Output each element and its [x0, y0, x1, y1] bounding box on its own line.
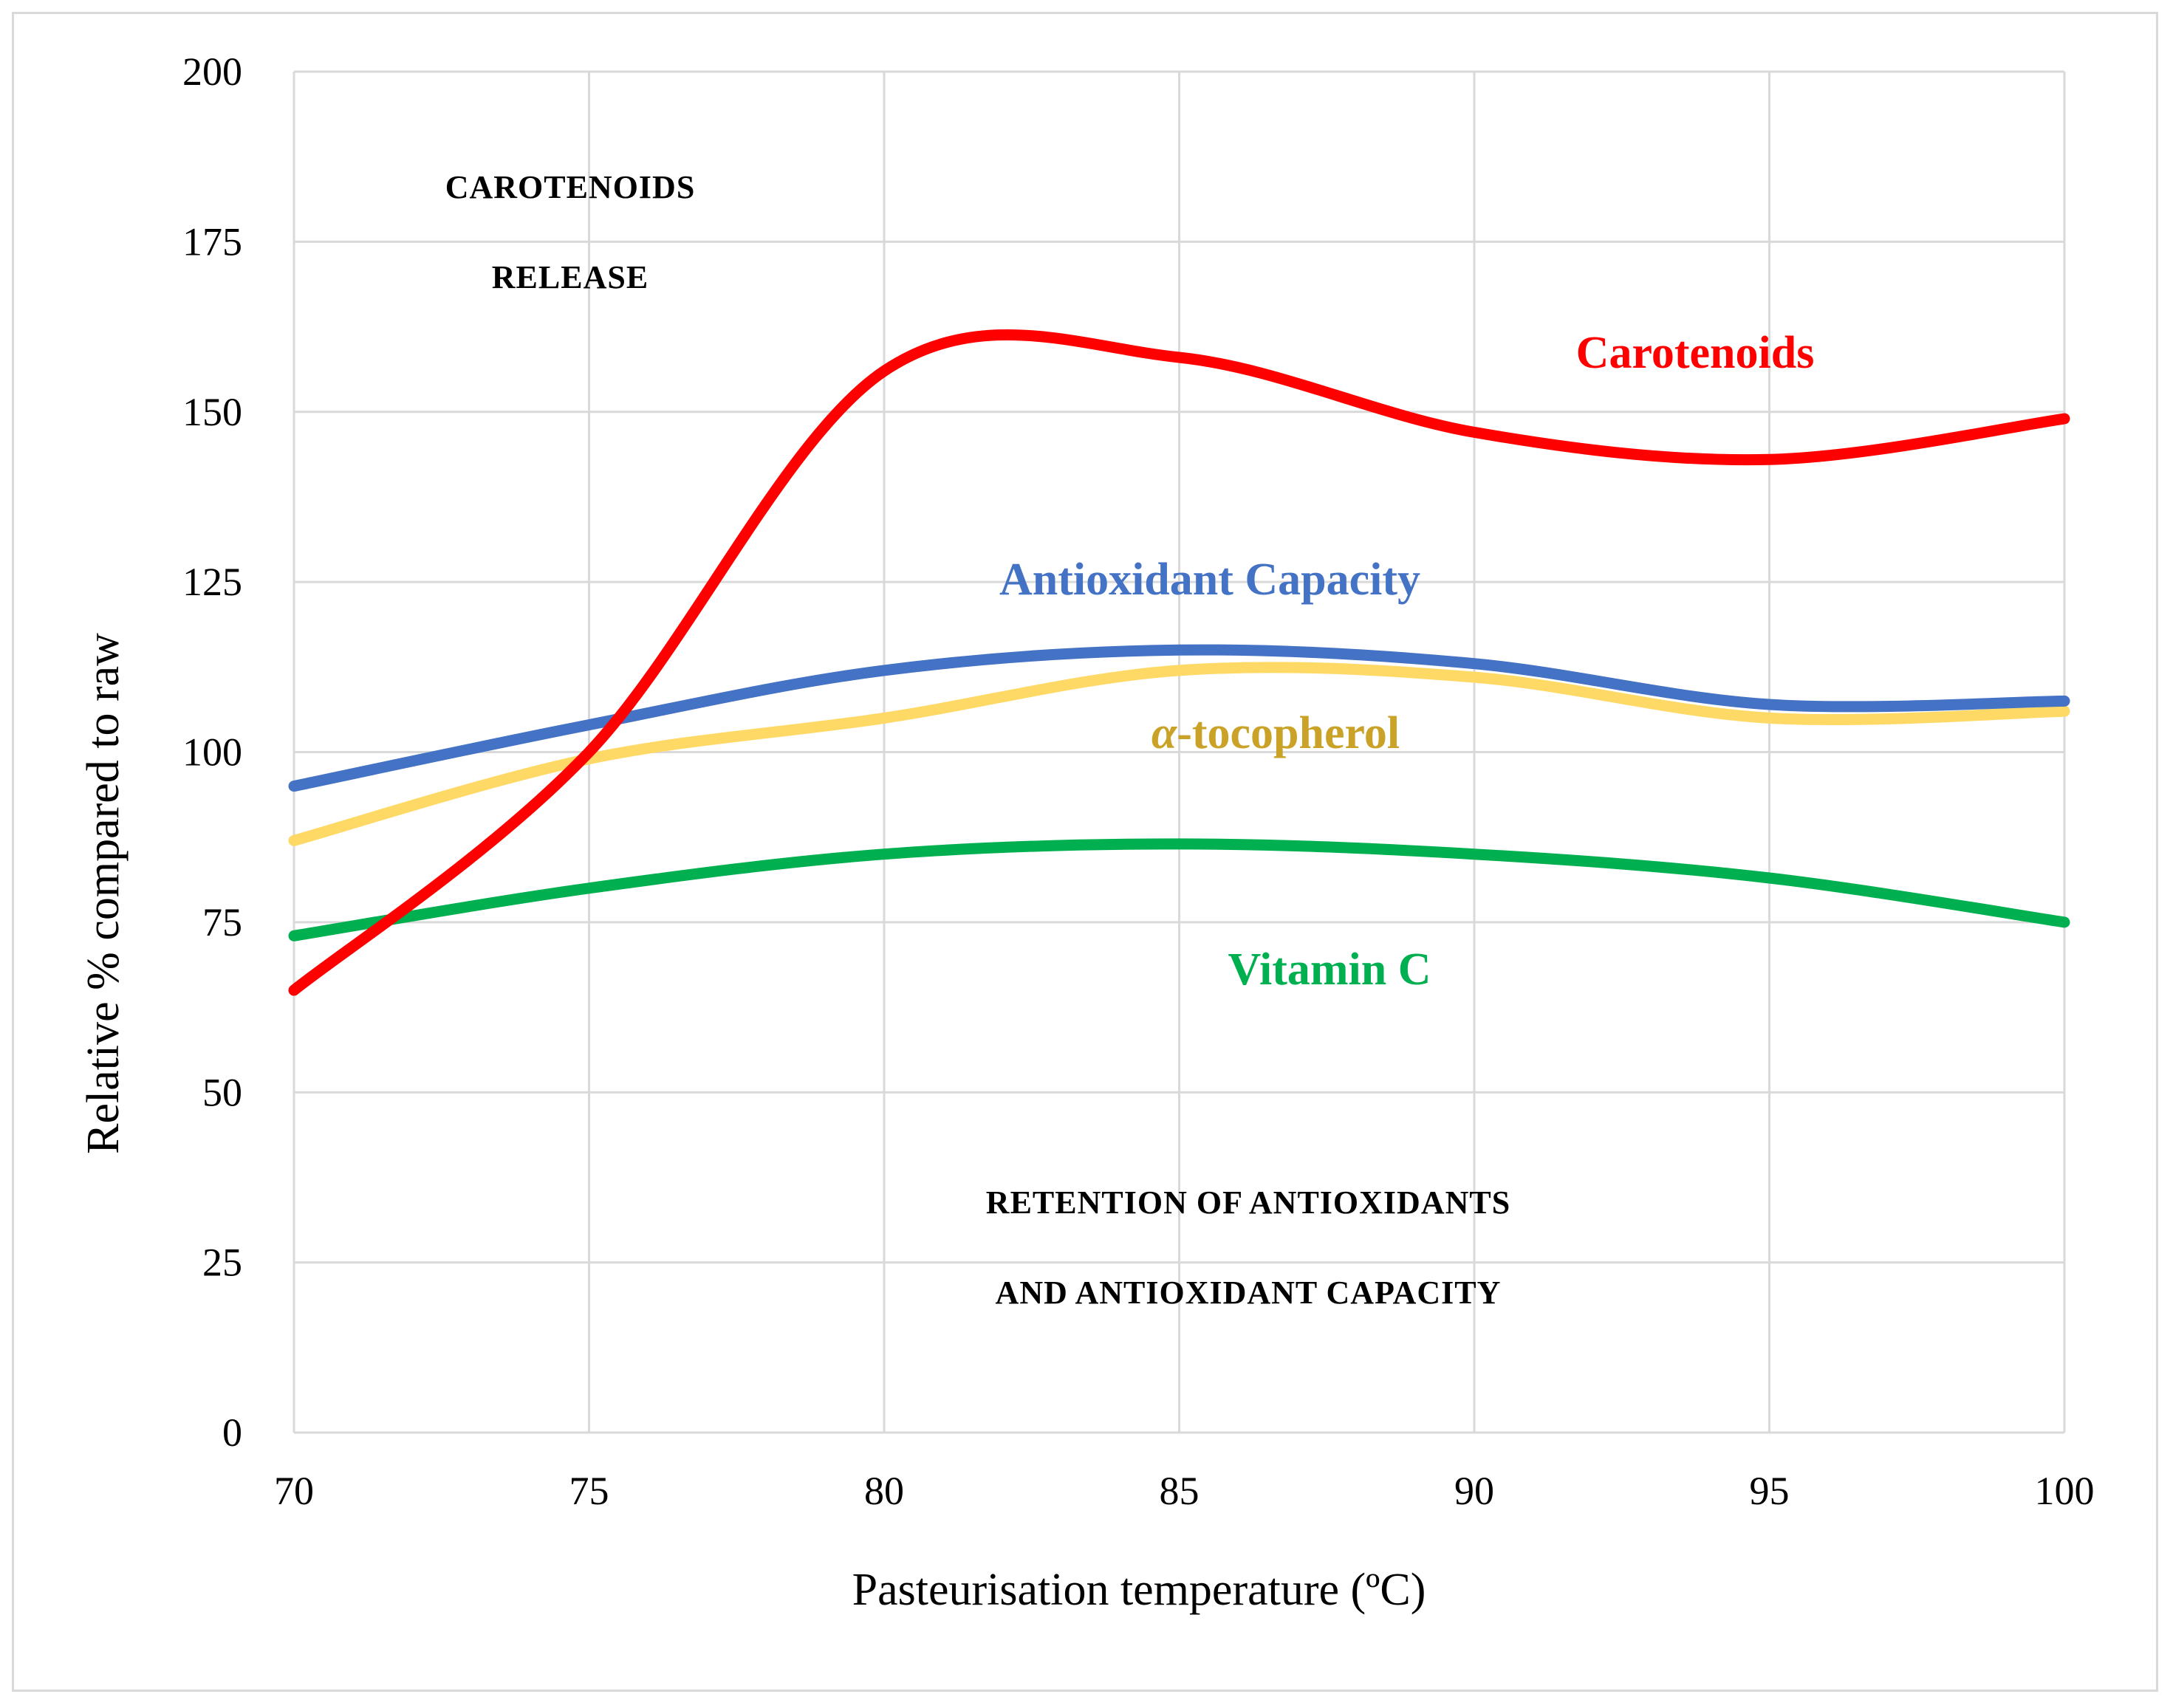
x-tick-label-75: 75 — [569, 1469, 609, 1513]
series-line-vitamin-c — [288, 838, 2070, 942]
x-axis-ticks: 70 75 80 85 90 95 100 — [274, 1469, 2095, 1513]
annotation-retention: RETENTION OF ANTIOXIDANTS — [986, 1184, 1510, 1221]
x-tick-label-95: 95 — [1750, 1469, 1790, 1513]
tocopherol-name: -tocopherol — [1177, 708, 1400, 758]
x-tick-label-80: 80 — [864, 1469, 904, 1513]
y-tick-label-25: 25 — [202, 1241, 242, 1285]
annotation-release: RELEASE — [492, 259, 649, 295]
y-axis-title: Relative % compared to raw — [78, 633, 129, 1154]
x-tick-label-100: 100 — [2035, 1469, 2095, 1513]
y-tick-label-50: 50 — [202, 1070, 242, 1114]
y-tick-label-75: 75 — [202, 900, 242, 944]
y-tick-label-125: 125 — [182, 560, 242, 604]
series-lines — [288, 329, 2070, 996]
annotation-carotenoids: CAROTENOIDS — [445, 169, 696, 205]
alpha-prefix: α — [1151, 708, 1178, 758]
series-label-tocopherol: α-tocopherol — [1151, 708, 1400, 758]
series-line-antioxidant-capacity — [288, 644, 2070, 792]
x-tick-label-70: 70 — [274, 1469, 314, 1513]
y-tick-label-0: 0 — [222, 1410, 242, 1455]
y-tick-label-175: 175 — [182, 219, 242, 264]
series-line-carotenoids — [288, 329, 2070, 996]
y-axis-ticks: 0 25 50 75 100 125 150 175 200 — [182, 49, 242, 1455]
x-tick-label-90: 90 — [1454, 1469, 1494, 1513]
x-tick-label-85: 85 — [1160, 1469, 1200, 1513]
chart-frame — [12, 12, 2158, 1692]
y-tick-label-150: 150 — [182, 390, 242, 434]
series-label-vitamin-c: Vitamin C — [1228, 944, 1431, 995]
series-label-carotenoids: Carotenoids — [1576, 328, 1815, 378]
y-tick-label-200: 200 — [182, 49, 242, 94]
gridlines — [292, 70, 2066, 1434]
y-tick-label-100: 100 — [182, 730, 242, 775]
series-label-antioxidant-capacity: Antioxidant Capacity — [999, 555, 1420, 605]
x-axis-title: Pasteurisation temperature (ºC) — [852, 1565, 1426, 1615]
annotation-antioxidant-capacity: AND ANTIOXIDANT CAPACITY — [996, 1275, 1502, 1311]
